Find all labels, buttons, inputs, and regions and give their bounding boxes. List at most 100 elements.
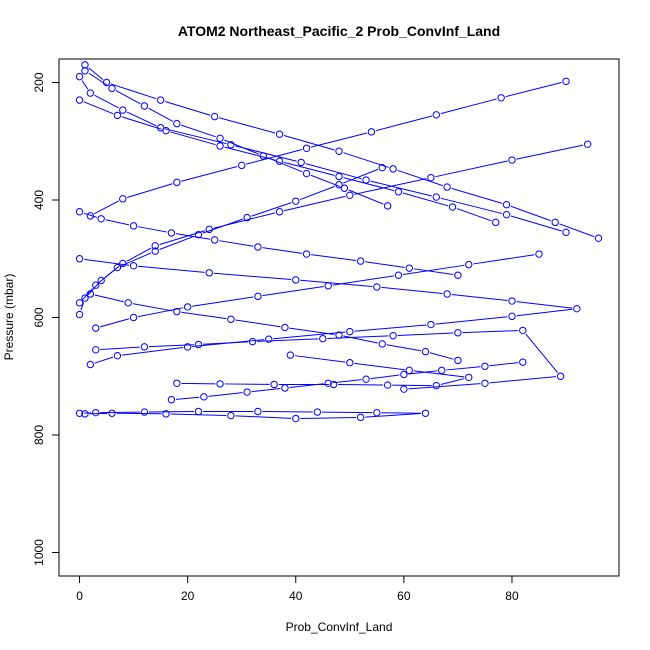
- series-line-segment: [456, 208, 492, 222]
- data-point: [216, 380, 224, 388]
- data-point: [324, 379, 332, 387]
- series-line-segment: [251, 387, 281, 393]
- data-point: [243, 213, 251, 222]
- series-line-segment: [175, 396, 200, 400]
- series-line-segment: [283, 134, 335, 151]
- series-line-segment: [354, 178, 427, 195]
- data-point: [156, 96, 165, 104]
- y-tick-label: 200: [32, 72, 46, 92]
- series-line-segment: [343, 177, 395, 192]
- series-line-segment: [402, 264, 465, 276]
- series-line-segment: [451, 187, 503, 204]
- data-point: [129, 313, 138, 322]
- series-line-segment: [138, 265, 205, 273]
- series-line-segment: [105, 219, 130, 226]
- series-line-segment: [170, 131, 216, 146]
- data-point: [556, 372, 565, 380]
- data-point: [302, 144, 311, 153]
- series-line-segment: [305, 163, 362, 180]
- series-line-segment: [138, 226, 168, 233]
- data-point: [75, 255, 84, 263]
- data-point: [86, 290, 95, 298]
- chart-title: ATOM2 Northeast_Pacific_2 Prob_ConvInf_L…: [178, 23, 500, 39]
- series-line-segment: [343, 152, 389, 168]
- data-point: [97, 215, 105, 223]
- data-point: [275, 208, 284, 216]
- data-point: [275, 130, 284, 138]
- data-point: [324, 282, 332, 290]
- series-line-segment: [489, 376, 557, 384]
- data-point: [454, 329, 462, 337]
- data-point: [97, 276, 105, 285]
- series-line-segment: [402, 192, 449, 207]
- series-line-segment: [218, 117, 276, 134]
- data-point: [508, 312, 516, 321]
- series-line-segment: [332, 275, 394, 286]
- data-point: [519, 358, 527, 366]
- series-line-segment: [343, 335, 378, 344]
- data-point: [346, 359, 354, 367]
- series-line-segment: [311, 254, 357, 262]
- data-point: [335, 181, 343, 189]
- data-point: [86, 360, 95, 369]
- series-line-segment: [310, 174, 341, 188]
- data-point: [200, 393, 208, 401]
- data-point: [140, 408, 149, 416]
- data-point: [302, 169, 311, 178]
- series-line-segment: [159, 230, 206, 245]
- data-point: [405, 366, 413, 375]
- series-line-segment: [262, 285, 324, 297]
- data-point: [113, 111, 122, 120]
- series-line-segment: [440, 378, 465, 386]
- data-point: [562, 77, 570, 86]
- data-point: [383, 381, 392, 389]
- data-point: [373, 408, 381, 417]
- series-line-segment: [289, 327, 335, 335]
- data-point: [173, 379, 181, 387]
- series-line-segment: [413, 370, 465, 378]
- series-line-segment: [121, 252, 152, 267]
- series-line-segment: [110, 83, 157, 100]
- data-point: [238, 161, 246, 170]
- series-line-segment: [257, 338, 319, 342]
- series-line-segment: [300, 279, 373, 288]
- plot-frame: [58, 58, 620, 577]
- data-point: [432, 381, 440, 390]
- data-point: [497, 94, 505, 102]
- series-line-segment: [100, 346, 140, 351]
- data-point: [319, 334, 327, 343]
- data-point: [367, 128, 376, 136]
- data-point: [362, 375, 370, 383]
- data-point: [400, 370, 408, 379]
- series-line-segment: [121, 346, 184, 356]
- series-line-segment: [81, 80, 89, 90]
- data-point: [454, 356, 462, 365]
- data-point: [389, 165, 397, 173]
- series-line-segment: [397, 332, 454, 337]
- data-point: [583, 140, 592, 148]
- data-point: [292, 197, 300, 205]
- series-line-segment: [440, 98, 497, 115]
- data-point: [81, 67, 89, 75]
- y-axis-label: Pressure (mbar): [2, 274, 16, 361]
- series-line-segment: [94, 356, 114, 364]
- series-9: [75, 163, 386, 307]
- data-point: [173, 178, 181, 187]
- data-point: [119, 106, 127, 114]
- data-point: [573, 304, 581, 313]
- series-line-segment: [246, 148, 303, 165]
- series-line-segment: [451, 293, 508, 302]
- data-point: [502, 201, 511, 209]
- data-point: [383, 202, 392, 210]
- data-point: [113, 351, 122, 360]
- x-axis: 0 20 40 60 80: [76, 575, 519, 603]
- data-point: [394, 271, 403, 279]
- data-point: [340, 184, 349, 192]
- series-line-segment: [213, 272, 292, 281]
- series-line-segment: [219, 240, 254, 247]
- series-line-segment: [181, 166, 238, 182]
- x-tick-label: 80: [505, 589, 519, 603]
- data-point: [124, 299, 132, 307]
- data-point: [373, 283, 381, 291]
